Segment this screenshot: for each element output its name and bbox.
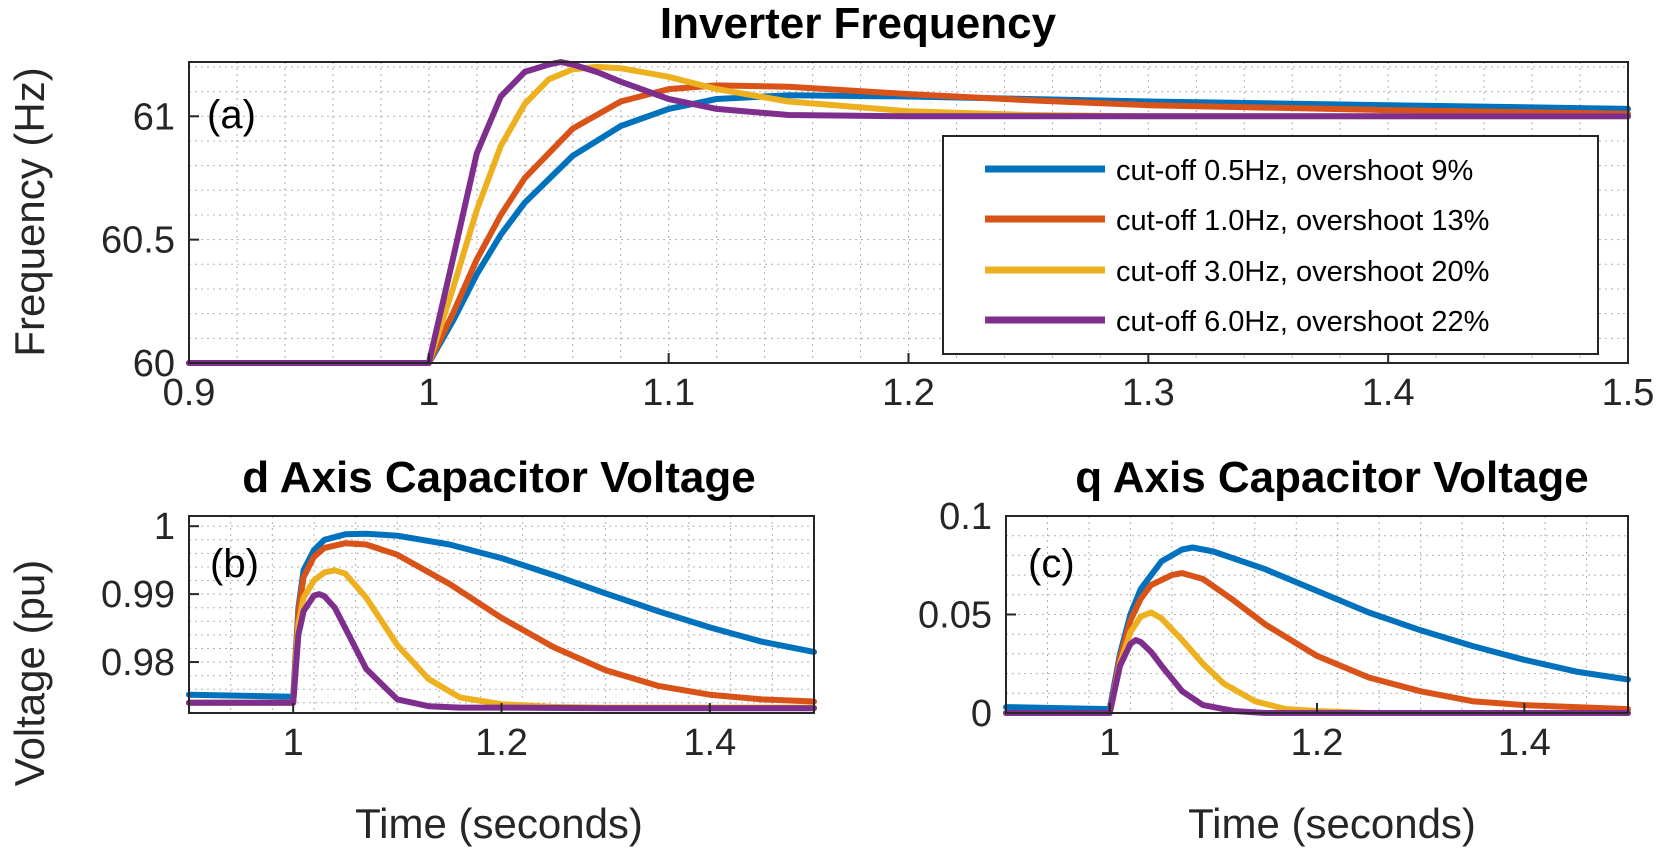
d-axis-voltage-chart: d Axis Capacitor Voltage 1 1.2 1.4 0.98 0.99… bbox=[6, 453, 817, 847]
y-tick-label: 0 bbox=[971, 693, 992, 735]
series-line-2 bbox=[186, 540, 817, 706]
series-line-4 bbox=[186, 59, 1631, 366]
x-tick-label: 1.4 bbox=[1362, 372, 1415, 414]
legend-entry-3: cut-off 3.0Hz, overshoot 20% bbox=[1116, 256, 1489, 288]
y-tick-label: 0.98 bbox=[101, 642, 175, 684]
frequency-panel-label: (a) bbox=[207, 93, 256, 137]
q-axis-ticks: 1 1.2 1.4 0 0.05 0.1 bbox=[918, 496, 1551, 764]
x-tick-label: 1.2 bbox=[475, 722, 528, 764]
y-tick-label: 60.5 bbox=[101, 220, 175, 262]
y-tick-label: 1 bbox=[154, 506, 175, 548]
y-tick-label: 0.99 bbox=[101, 574, 175, 616]
x-tick-label: 1 bbox=[1099, 722, 1120, 764]
x-tick-label: 1.1 bbox=[642, 372, 695, 414]
frequency-ylabel: Frequency (Hz) bbox=[6, 67, 53, 356]
series-line-2 bbox=[186, 82, 1631, 366]
legend-entry-2: cut-off 1.0Hz, overshoot 13% bbox=[1116, 205, 1489, 237]
q-axis-voltage-chart: q Axis Capacitor Voltage 1 1.2 1.4 0 0.05 0.1… bbox=[918, 453, 1631, 847]
d-axis-ticks: 1 1.2 1.4 0.98 0.99 1 bbox=[101, 506, 736, 764]
d-axis-xlabel: Time (seconds) bbox=[355, 800, 643, 847]
d-axis-panel-label: (b) bbox=[210, 542, 259, 586]
d-axis-chart-title: d Axis Capacitor Voltage bbox=[242, 453, 755, 502]
y-tick-label: 0.05 bbox=[918, 595, 992, 637]
x-tick-label: 1.4 bbox=[683, 722, 736, 764]
x-tick-label: 1.2 bbox=[882, 372, 935, 414]
x-tick-label: 0.9 bbox=[163, 372, 216, 414]
x-tick-label: 1 bbox=[418, 372, 439, 414]
series-line-3 bbox=[186, 63, 1631, 366]
x-tick-label: 1.5 bbox=[1602, 372, 1655, 414]
series-line-4 bbox=[186, 591, 817, 712]
d-axis-series bbox=[186, 530, 817, 712]
q-axis-series bbox=[1003, 544, 1631, 716]
frequency-ticks: 0.9 1 1.1 1.2 1.3 1.4 1.5 60 60.5 61 bbox=[101, 96, 1654, 414]
frequency-chart: Inverter Frequency 0.9 1 1.1 1.2 1.3 1.4 1.5 60… bbox=[6, 0, 1654, 414]
x-tick-label: 1.3 bbox=[1122, 372, 1175, 414]
q-axis-panel-label: (c) bbox=[1028, 542, 1075, 586]
series-line-4 bbox=[1003, 637, 1631, 716]
series-line-2 bbox=[1003, 570, 1631, 716]
y-tick-label: 60 bbox=[133, 343, 175, 385]
frequency-series bbox=[186, 59, 1631, 366]
legend-entry-1: cut-off 0.5Hz, overshoot 9% bbox=[1116, 155, 1473, 187]
frequency-chart-title: Inverter Frequency bbox=[660, 0, 1057, 48]
q-axis-chart-title: q Axis Capacitor Voltage bbox=[1075, 453, 1588, 502]
q-axis-xlabel: Time (seconds) bbox=[1188, 800, 1476, 847]
x-tick-label: 1.2 bbox=[1291, 722, 1344, 764]
x-tick-label: 1 bbox=[283, 722, 304, 764]
x-tick-label: 1.4 bbox=[1498, 722, 1551, 764]
y-tick-label: 0.1 bbox=[939, 496, 992, 538]
d-axis-ylabel: Voltage (pu) bbox=[6, 560, 53, 787]
y-tick-label: 61 bbox=[133, 96, 175, 138]
legend-entry-4: cut-off 6.0Hz, overshoot 22% bbox=[1116, 306, 1489, 338]
frequency-legend: cut-off 0.5Hz, overshoot 9% cut-off 1.0H… bbox=[942, 135, 1599, 355]
